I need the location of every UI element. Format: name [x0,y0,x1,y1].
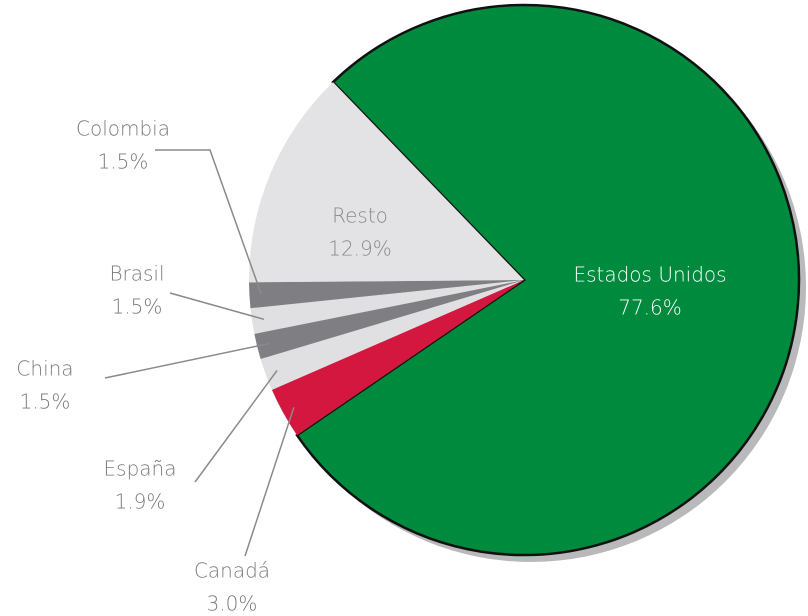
slice-value-label: 1.5% [98,150,149,174]
slice-value-label: 1.5% [112,295,163,319]
slice-value-label: 12.9% [328,237,392,261]
slice-label: Resto [332,204,388,228]
slice-value-label: 1.5% [20,390,71,414]
slice-value-label: 77.6% [618,296,682,320]
slice-value-label: 3.0% [207,592,258,616]
leader-line [104,342,269,379]
slice-label: China [16,357,73,381]
leader-line [244,407,295,557]
slice-label: España [104,457,177,481]
leader-line [194,370,278,483]
slice-label: Colombia [76,117,170,141]
pie-slice [271,280,524,436]
pie-slice [249,82,524,283]
leader-line [155,149,263,295]
leader-line [169,292,265,321]
pie-slice [249,280,524,309]
slice-label: Canadá [194,559,270,583]
pie-slice [295,3,801,557]
slice-label: Estados Unidos [573,263,726,287]
pie-slice [260,280,524,390]
pie-slice [250,280,524,334]
slice-label: Brasil [109,262,164,286]
slice-value-label: 1.9% [115,490,166,514]
pie-slice [254,280,524,360]
